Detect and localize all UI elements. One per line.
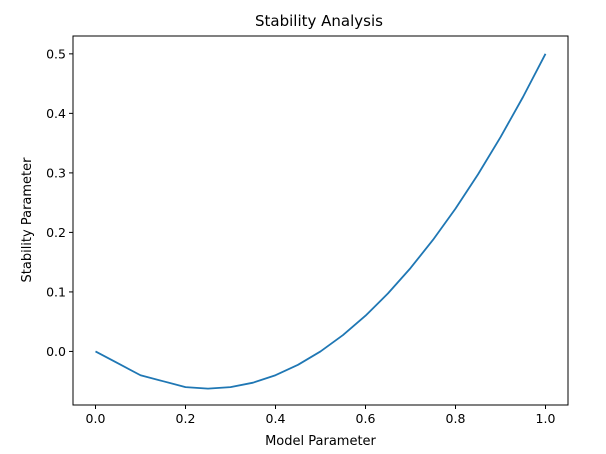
x-axis-label: Model Parameter	[265, 434, 376, 449]
y-axis-ticks: 0.0 0.1 0.2 0.3 0.4 0.5	[46, 46, 73, 359]
y-tick-label: 0.5	[46, 46, 66, 61]
x-tick-label: 0.6	[356, 411, 376, 426]
x-axis-ticks: 0.0 0.2 0.4 0.6 0.8 1.0	[86, 405, 556, 426]
x-tick-label: 0.4	[266, 411, 286, 426]
y-tick-label: 0.4	[46, 106, 66, 121]
series-line	[95, 53, 547, 390]
chart-title: Stability Analysis	[255, 12, 383, 30]
x-tick-label: 0.2	[176, 411, 196, 426]
y-axis-label: Stability Parameter	[20, 157, 35, 283]
axes-frame	[72, 35, 569, 406]
x-tick-label: 1.0	[536, 411, 556, 426]
y-tick-label: 0.1	[46, 284, 66, 299]
plot-area	[72, 35, 569, 406]
x-tick-label: 0.8	[446, 411, 466, 426]
x-tick-label: 0.0	[86, 411, 106, 426]
y-tick-label: 0.0	[46, 344, 66, 359]
y-tick-label: 0.2	[46, 225, 66, 240]
y-tick-label: 0.3	[46, 165, 66, 180]
